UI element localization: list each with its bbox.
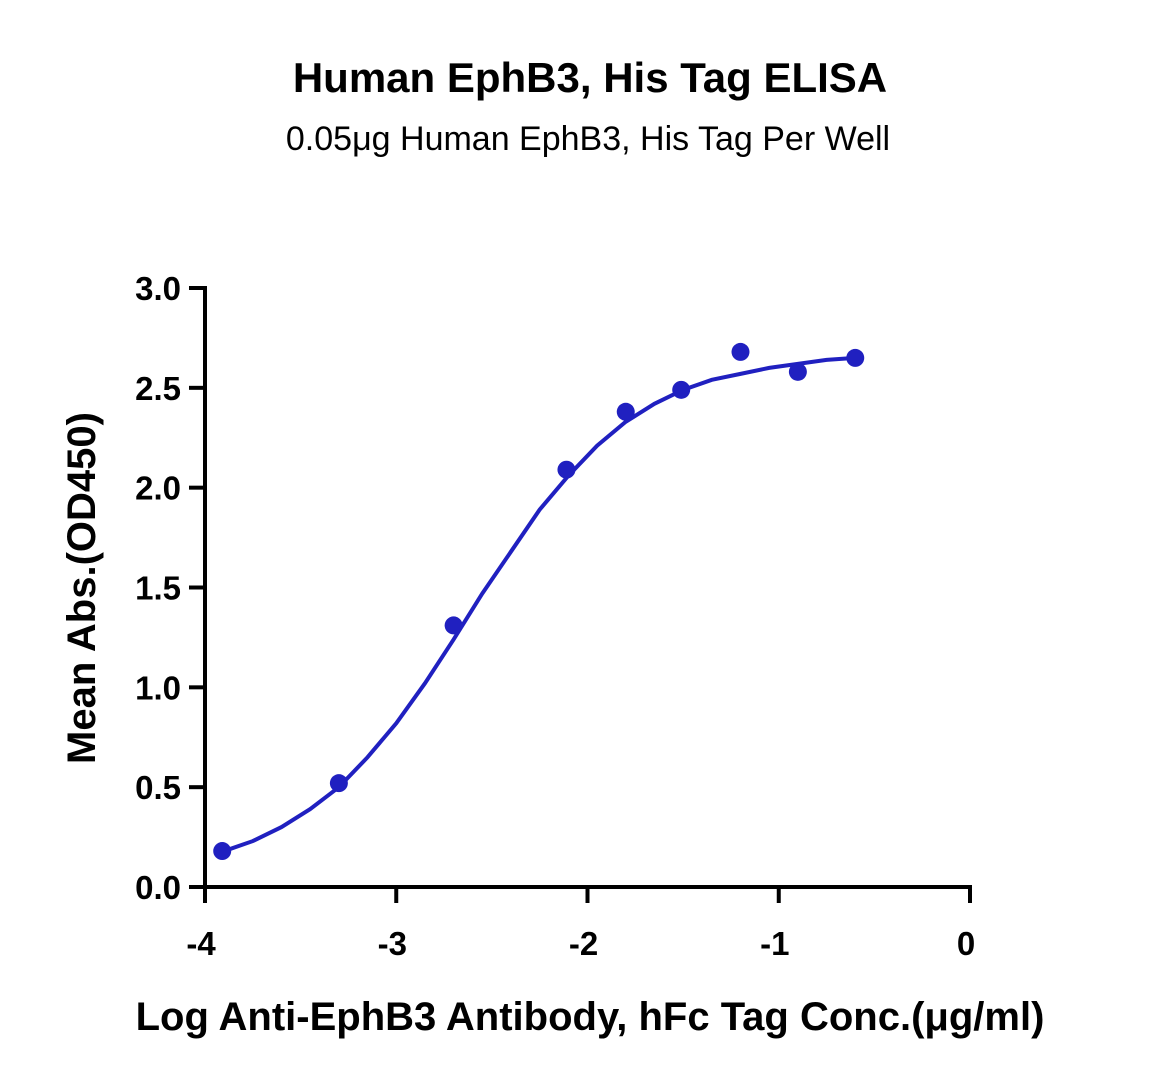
y-tick-label: 1.0	[135, 669, 181, 706]
data-point	[788, 362, 807, 381]
data-point	[329, 774, 348, 793]
data-point	[444, 616, 463, 635]
y-tick-label: 0.5	[135, 769, 181, 806]
y-tick-label: 2.5	[135, 370, 181, 407]
data-point	[616, 402, 635, 421]
x-tick-label: -4	[186, 925, 216, 962]
data-point	[557, 460, 576, 479]
x-tick-label: 0	[957, 925, 975, 962]
data-point	[672, 380, 691, 399]
y-tick-label: 2.0	[135, 470, 181, 507]
data-point	[846, 348, 865, 367]
fit-curve	[223, 355, 856, 853]
y-tick-label: 0.0	[135, 869, 181, 906]
chart-title: Human EphB3, His Tag ELISA	[293, 54, 887, 101]
data-point	[213, 842, 232, 861]
x-tick-label: -3	[378, 925, 407, 962]
chart-subtitle: 0.05μg Human EphB3, His Tag Per Well	[286, 120, 890, 158]
data-point	[731, 342, 750, 361]
x-tick-label: -1	[760, 925, 789, 962]
x-tick-label: -2	[569, 925, 598, 962]
y-tick-label: 1.5	[135, 570, 181, 607]
y-tick-label: 3.0	[135, 270, 181, 307]
x-axis-label: Log Anti-EphB3 Antibody, hFc Tag Conc.(μ…	[136, 995, 1045, 1039]
y-axis-label: Mean Abs.(OD450)	[60, 412, 104, 764]
